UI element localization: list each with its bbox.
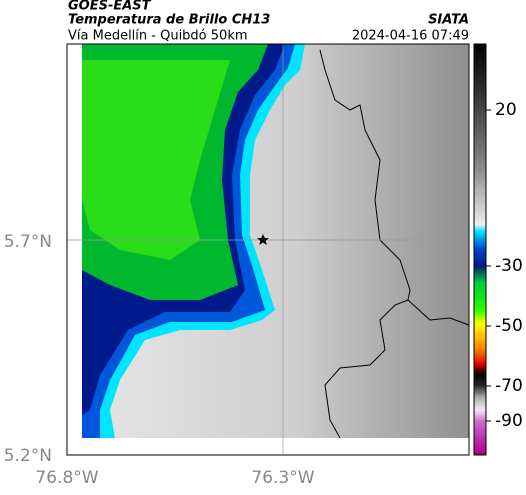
colorbar-label: -30: [495, 256, 523, 276]
y-label: 5.2°N: [4, 446, 52, 466]
title: Temperatura de Brillo CH13: [68, 13, 270, 28]
location-star: [257, 234, 269, 245]
colorbar-label: 20: [495, 100, 517, 120]
x-label: 76.8°W: [35, 468, 98, 488]
x-label: 76.3°W: [251, 468, 314, 488]
colorbar-label: -50: [495, 316, 523, 336]
colorbar-label: -90: [495, 411, 523, 431]
colorbar: [473, 43, 487, 456]
borders: [319, 49, 470, 439]
map-frame: [66, 43, 470, 456]
imagery: [82, 44, 469, 438]
colorbar-label: -70: [495, 376, 523, 396]
y-label: 5.7°N: [4, 232, 52, 252]
agency: SIATA: [428, 13, 469, 28]
timestamp: 2024-04-16 07:49: [352, 29, 469, 44]
source: GOES-EAST: [68, 0, 152, 14]
subtitle: Vía Medellín - Quibdó 50km: [68, 29, 248, 44]
